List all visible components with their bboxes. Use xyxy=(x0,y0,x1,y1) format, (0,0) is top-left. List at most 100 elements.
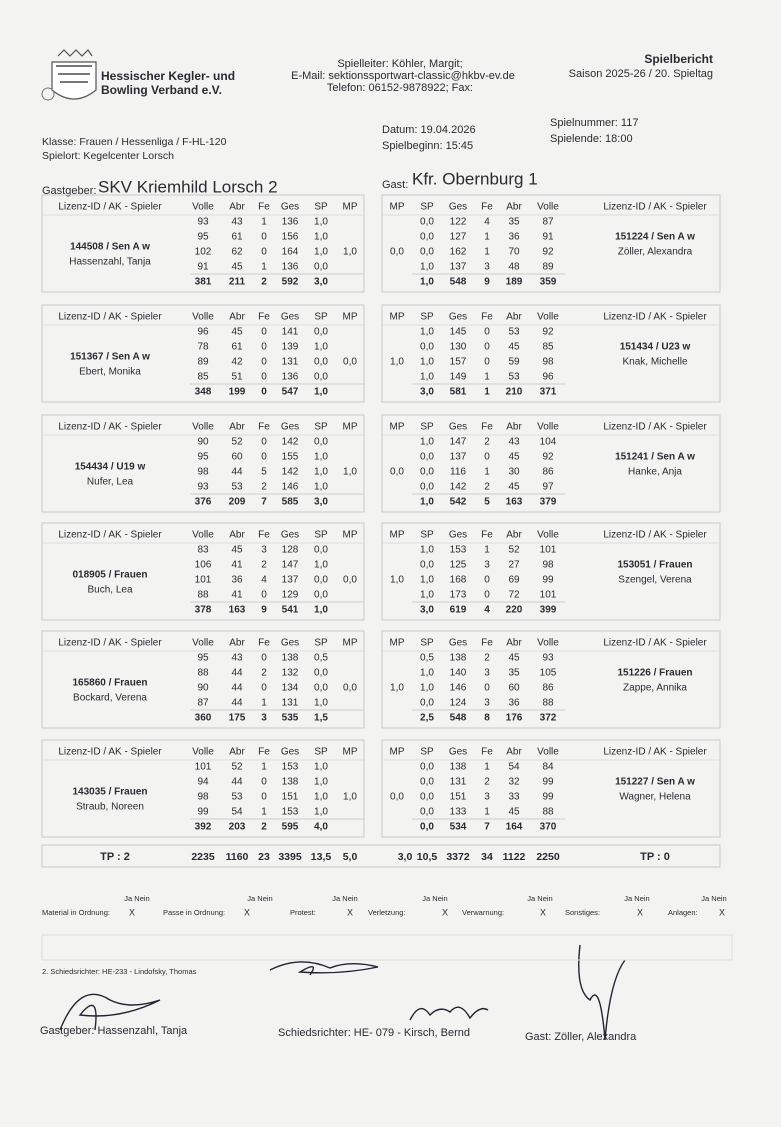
guest-cell: 173 xyxy=(450,590,467,601)
guest-cell: 1,0 xyxy=(420,372,434,383)
guest-total: 372 xyxy=(540,713,557,724)
home-cell: 1,0 xyxy=(314,247,328,258)
home-cell: 1 xyxy=(261,807,267,818)
guest-cell: 1 xyxy=(484,247,490,258)
home-cell: 41 xyxy=(231,590,243,601)
guest-total: 359 xyxy=(540,277,557,288)
column-header: Abr xyxy=(229,422,245,433)
home-cell: 0 xyxy=(261,327,267,338)
guest-cell: 98 xyxy=(542,560,554,571)
guest-grand-total: 34 xyxy=(481,851,493,863)
home-cell: 0 xyxy=(261,590,267,601)
home-cell: 132 xyxy=(282,668,299,679)
guest-cell: 70 xyxy=(508,247,520,258)
guest-cell: 1,0 xyxy=(420,262,434,273)
column-header: Ges xyxy=(281,202,299,213)
column-header: Ges xyxy=(449,422,467,433)
guest-cell: 1,0 xyxy=(420,357,434,368)
column-header: Abr xyxy=(506,422,522,433)
column-header: Fe xyxy=(481,422,493,433)
guest-total: 1 xyxy=(484,387,490,398)
column-header: SP xyxy=(314,202,328,213)
home-cell: 52 xyxy=(231,762,243,773)
home-cell: 95 xyxy=(197,653,209,664)
guest-cell: 69 xyxy=(508,575,520,586)
guest-cell: 45 xyxy=(508,452,520,463)
guest-cell: 85 xyxy=(542,342,554,353)
guest-cell: 0,0 xyxy=(420,762,434,773)
phone: Telefon: 06152-9878922; Fax: xyxy=(327,82,473,94)
home-cell: 96 xyxy=(197,327,209,338)
home-cell: 0,0 xyxy=(314,575,328,586)
guest-cell: 1 xyxy=(484,372,490,383)
check-options: Ja Nein xyxy=(422,894,447,903)
home-cell: 44 xyxy=(231,777,243,788)
check-mark: X xyxy=(244,907,250,917)
guest-cell: 157 xyxy=(450,357,467,368)
guest-cell: 0,0 xyxy=(420,467,434,478)
home-cell: 0,0 xyxy=(314,590,328,601)
home-total: 163 xyxy=(229,605,246,616)
column-header: Volle xyxy=(192,530,214,541)
guest-cell: 168 xyxy=(450,575,467,586)
guest-cell: 88 xyxy=(542,698,554,709)
column-header: Lizenz-ID / AK - Spieler xyxy=(58,638,162,649)
home-cell: 0,0 xyxy=(314,357,328,368)
home-cell: 61 xyxy=(231,342,243,353)
guest-total: 1,0 xyxy=(420,277,434,288)
column-header: SP xyxy=(314,530,328,541)
home-cell: 1 xyxy=(261,698,267,709)
home-cell: 153 xyxy=(282,807,299,818)
home-box xyxy=(41,414,365,513)
guest-cell: 145 xyxy=(450,327,467,338)
column-header: Volle xyxy=(192,422,214,433)
column-header: MP xyxy=(390,202,405,213)
home-total: 209 xyxy=(229,497,246,508)
column-header: Lizenz-ID / AK - Spieler xyxy=(603,747,707,758)
guest-cell: 149 xyxy=(450,372,467,383)
guest-cell: 35 xyxy=(508,668,520,679)
guest-cell: 0 xyxy=(484,342,490,353)
column-header: MP xyxy=(390,638,405,649)
guest-cell: 87 xyxy=(542,217,554,228)
guest-grand-total: 2250 xyxy=(536,851,560,863)
home-cell: 45 xyxy=(231,545,243,556)
home-cell: 141 xyxy=(282,327,299,338)
home-cell: 0,5 xyxy=(314,653,328,664)
home-cell: 90 xyxy=(197,683,209,694)
guest-cell: 137 xyxy=(450,452,467,463)
home-cell: 1,0 xyxy=(314,560,328,571)
guest-player-id: 153051 / Frauen xyxy=(617,560,692,571)
guest-total: 3,0 xyxy=(420,387,434,398)
home-cell: 61 xyxy=(231,232,243,243)
guest-total: 534 xyxy=(450,822,467,833)
home-cell: 99 xyxy=(197,807,209,818)
home-total: 1,0 xyxy=(314,605,328,616)
home-cell: 0,0 xyxy=(314,437,328,448)
referee-signature: Schiedsrichter: HE- 079 - Kirsch, Bernd xyxy=(278,1027,470,1039)
home-cell: 0 xyxy=(261,683,267,694)
guest-grand-total: 3372 xyxy=(446,851,470,863)
guest-cell: 1,0 xyxy=(420,545,434,556)
guest-player-id: 151227 / Sen A w xyxy=(615,777,695,788)
home-cell: 0 xyxy=(261,232,267,243)
guest-cell: 0,0 xyxy=(420,342,434,353)
guest-cell: 122 xyxy=(450,217,467,228)
guest-cell: 0,0 xyxy=(420,777,434,788)
guest-total: 379 xyxy=(540,497,557,508)
home-total: 2 xyxy=(261,822,267,833)
home-cell: 1 xyxy=(261,262,267,273)
guest-cell: 98 xyxy=(542,357,554,368)
column-header: SP xyxy=(420,422,434,433)
home-cell: 147 xyxy=(282,560,299,571)
guest-total: 189 xyxy=(506,277,523,288)
home-total: 175 xyxy=(229,713,246,724)
home-cell: 0 xyxy=(261,357,267,368)
column-header: Volle xyxy=(537,530,559,541)
column-header: SP xyxy=(420,202,434,213)
home-cell: 88 xyxy=(197,590,209,601)
guest-total: 399 xyxy=(540,605,557,616)
home-cell: 0,0 xyxy=(314,262,328,273)
column-header: Fe xyxy=(481,638,493,649)
